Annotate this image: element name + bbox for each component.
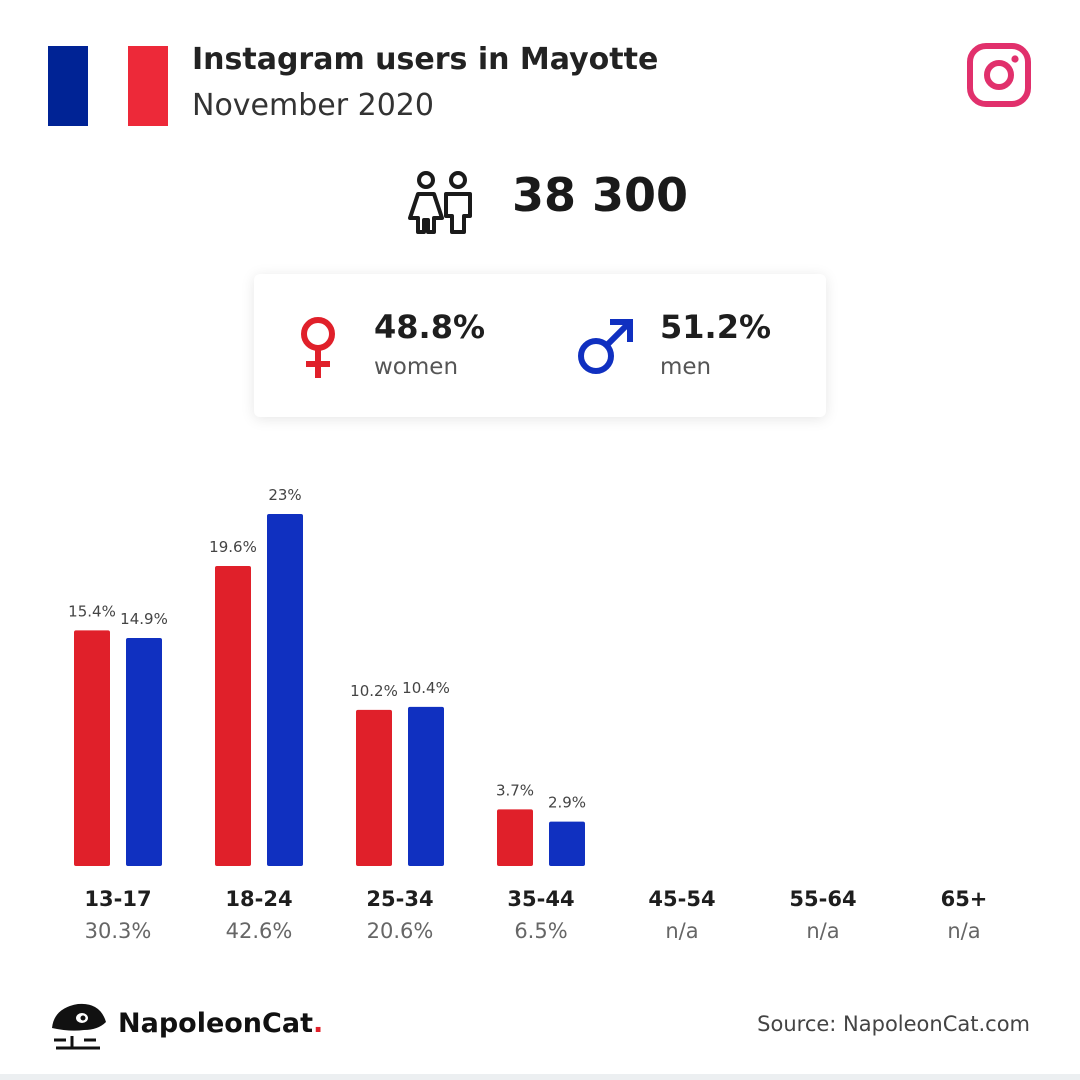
bar	[549, 821, 585, 866]
age-group-total: 30.3%	[85, 919, 152, 943]
age-group-total: n/a	[665, 919, 698, 943]
bar-value-label: 15.4%	[68, 602, 116, 620]
bar	[408, 706, 444, 866]
age-group-total: n/a	[947, 919, 980, 943]
bar	[74, 630, 110, 866]
bar-value-label: 23%	[268, 486, 301, 504]
age-group-label: 13-17	[84, 887, 151, 911]
page-subtitle: November 2020	[192, 88, 434, 123]
women-percentage: 48.8%	[374, 308, 486, 346]
men-label: men	[660, 354, 712, 380]
napoleoncat-logo-icon	[52, 1003, 106, 1050]
brand-name: NapoleonCat.	[118, 1008, 323, 1039]
source-credit: Source: NapoleonCat.com	[757, 1012, 1030, 1036]
age-group-total: 42.6%	[226, 919, 293, 943]
bar	[356, 709, 392, 866]
women-label: women	[374, 354, 459, 380]
age-group-total: n/a	[806, 919, 839, 943]
bar-value-label: 10.4%	[402, 679, 450, 697]
total-users-value: 38 300	[512, 168, 689, 222]
bar-value-label: 14.9%	[120, 610, 168, 628]
gender-split-card: 48.8% women 51.2% men	[254, 274, 826, 417]
age-group-total: 20.6%	[367, 919, 434, 943]
female-icon	[301, 317, 335, 378]
bar	[497, 809, 533, 866]
age-group-label: 35-44	[507, 887, 574, 911]
age-group-label: 18-24	[225, 887, 292, 911]
men-percentage: 51.2%	[660, 308, 772, 346]
bar	[267, 514, 303, 866]
instagram-icon	[967, 43, 1031, 107]
bar	[126, 637, 162, 866]
users-icon	[408, 171, 472, 234]
bar	[215, 566, 251, 866]
bar-value-label: 2.9%	[548, 794, 586, 812]
age-group-label: 55-64	[789, 887, 856, 911]
male-icon	[578, 319, 633, 374]
bar-value-label: 3.7%	[496, 781, 534, 799]
brand-dot: .	[312, 1008, 324, 1039]
age-group-total: 6.5%	[514, 919, 567, 943]
age-group-label: 45-54	[648, 887, 715, 911]
age-group-label: 65+	[941, 887, 988, 911]
page-title: Instagram users in Mayotte	[192, 42, 659, 77]
bottom-divider	[0, 1074, 1080, 1080]
bar-value-label: 10.2%	[350, 682, 398, 700]
france-flag	[48, 46, 168, 126]
age-gender-bar-chart: 15.4% 14.9% 13-17 30.3% 19.6% 23% 18-24 42.6% 10…	[68, 486, 988, 943]
brand-name-text: NapoleonCat	[118, 1008, 313, 1039]
bar-value-label: 19.6%	[209, 538, 257, 556]
age-group-label: 25-34	[366, 887, 433, 911]
